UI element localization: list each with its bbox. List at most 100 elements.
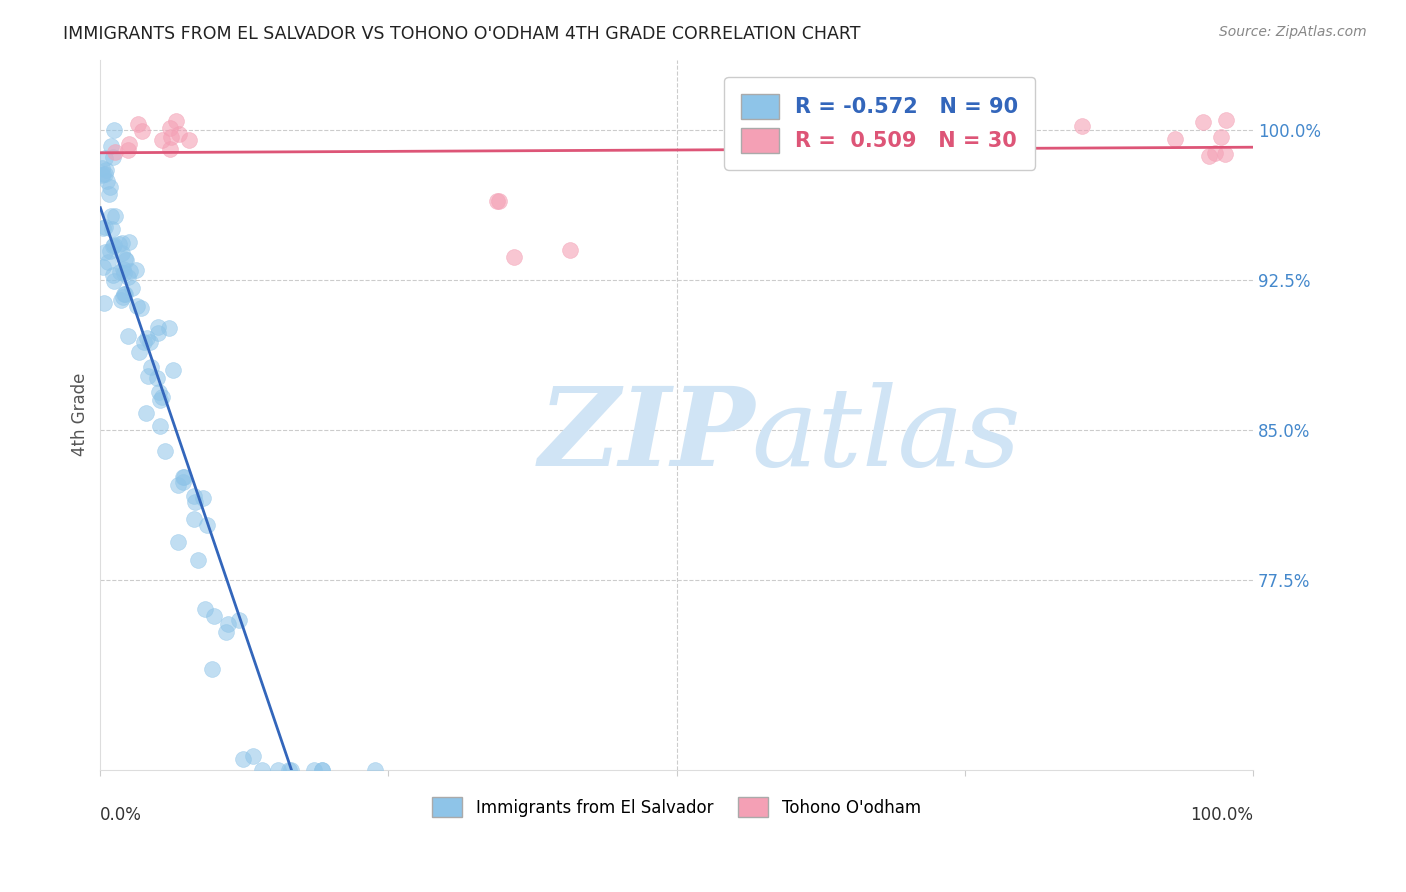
Point	[114, 286, 136, 301]
Point	[104, 209, 127, 223]
Text: ZIP: ZIP	[538, 383, 755, 490]
Point	[101, 150, 124, 164]
Point	[148, 385, 170, 400]
Point	[125, 263, 148, 277]
Point	[172, 475, 194, 489]
Point	[101, 222, 124, 236]
Point	[148, 320, 170, 334]
Point	[173, 469, 195, 483]
Point	[242, 749, 264, 764]
Point	[118, 235, 141, 249]
Point	[201, 662, 224, 676]
Point	[197, 518, 219, 533]
Point	[787, 129, 810, 144]
Point	[132, 335, 155, 350]
Point	[1192, 115, 1215, 129]
Point	[1198, 149, 1220, 163]
Point	[150, 133, 173, 147]
Point	[103, 275, 125, 289]
Point	[1071, 119, 1094, 133]
Point	[485, 194, 508, 208]
Point	[172, 470, 194, 484]
Point	[792, 137, 814, 152]
Point	[93, 296, 115, 310]
Point	[488, 194, 510, 208]
Point	[114, 252, 136, 267]
Point	[121, 281, 143, 295]
Point	[117, 328, 139, 343]
Point	[973, 128, 995, 142]
Point	[1164, 132, 1187, 146]
Point	[215, 625, 238, 640]
Point	[112, 261, 135, 276]
Point	[131, 124, 153, 138]
Point	[503, 251, 526, 265]
Point	[267, 763, 290, 777]
Point	[191, 491, 214, 505]
Point	[118, 136, 141, 151]
Point	[100, 210, 122, 224]
Point	[277, 763, 299, 777]
Point	[179, 132, 201, 146]
Point	[139, 359, 162, 374]
Point	[217, 617, 239, 632]
Point	[860, 140, 883, 154]
Point	[100, 139, 122, 153]
Point	[93, 167, 115, 181]
Point	[183, 489, 205, 503]
Point	[302, 763, 325, 777]
Point	[98, 180, 121, 194]
Point	[90, 161, 112, 175]
Point	[103, 123, 125, 137]
Point	[94, 219, 117, 234]
Point	[150, 390, 173, 404]
Point	[110, 293, 132, 308]
Point	[159, 120, 181, 135]
Point	[127, 300, 149, 314]
Point	[103, 238, 125, 252]
Point	[907, 141, 929, 155]
Point	[146, 326, 169, 340]
Point	[157, 321, 180, 335]
Point	[1209, 130, 1232, 145]
Point	[165, 113, 187, 128]
Legend: Immigrants from El Salvador, Tohono O'odham: Immigrants from El Salvador, Tohono O'od…	[425, 789, 929, 826]
Point	[97, 186, 120, 201]
Point	[127, 117, 149, 131]
Point	[93, 245, 115, 260]
Point	[184, 495, 207, 509]
Point	[159, 142, 181, 156]
Point	[112, 286, 135, 301]
Point	[948, 125, 970, 139]
Point	[111, 246, 134, 260]
Point	[94, 151, 117, 165]
Point	[110, 265, 132, 279]
Point	[1213, 147, 1236, 161]
Point	[167, 128, 190, 142]
Point	[311, 763, 333, 777]
Point	[96, 163, 118, 178]
Point	[364, 763, 387, 777]
Point	[311, 763, 333, 777]
Text: atlas: atlas	[751, 383, 1021, 490]
Point	[112, 266, 135, 280]
Point	[128, 345, 150, 359]
Point	[146, 371, 169, 385]
Point	[90, 168, 112, 182]
Point	[136, 368, 159, 383]
Point	[228, 613, 250, 627]
Point	[1215, 113, 1237, 128]
Point	[91, 221, 114, 235]
Point	[91, 260, 114, 274]
Point	[202, 608, 225, 623]
Point	[1204, 145, 1226, 160]
Point	[103, 238, 125, 252]
Point	[93, 167, 115, 181]
Point	[114, 252, 136, 266]
Point	[250, 763, 273, 777]
Point	[139, 335, 162, 350]
Point	[162, 363, 184, 377]
Point	[159, 129, 181, 144]
Point	[232, 752, 254, 766]
Point	[129, 301, 152, 315]
